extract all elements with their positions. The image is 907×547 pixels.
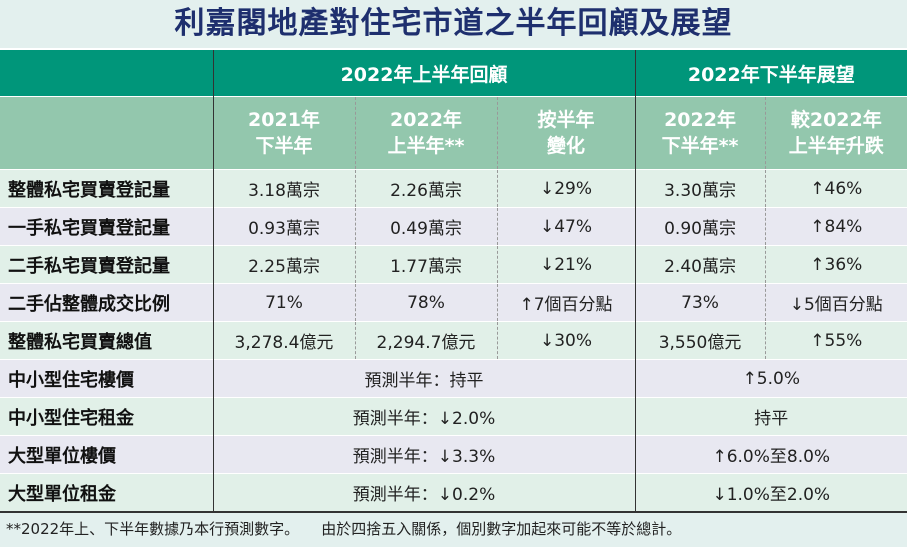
review-cell: 預測半年：↓2.0% bbox=[212, 397, 636, 436]
table-cell: ↑7個百分點 bbox=[496, 283, 636, 322]
row-label: 二手佔整體成交比例 bbox=[0, 283, 213, 322]
row-label: 整體私宅買賣總值 bbox=[0, 321, 213, 360]
table-cell: 3,278.4億元 bbox=[212, 321, 355, 360]
header-line: 下半年** bbox=[661, 135, 739, 157]
table-row: 二手佔整體成交比例 71% 78% ↑7個百分點 73% ↓5個百分點 bbox=[0, 283, 907, 322]
table-cell: ↓30% bbox=[496, 321, 636, 360]
table-row: 二手私宅買賣登記量 2.25萬宗 1.77萬宗 ↓21% 2.40萬宗 ↑36% bbox=[0, 245, 907, 284]
table-cell: ↓47% bbox=[496, 207, 636, 246]
table-row: 中小型住宅租金 預測半年：↓2.0% 持平 bbox=[0, 397, 907, 436]
header-line: 上半年** bbox=[387, 135, 465, 157]
outlook-cell: 持平 bbox=[634, 397, 907, 436]
table-cell: 73% bbox=[634, 283, 766, 322]
table-cell: ↓5個百分點 bbox=[764, 283, 907, 322]
table-cell: 1.77萬宗 bbox=[354, 245, 497, 284]
outlook-cell: ↑5.0% bbox=[634, 359, 907, 398]
row-label: 大型單位租金 bbox=[0, 473, 213, 513]
footnote-rounding: 由於四捨五入關係，個別數字加起來可能不等於總計。 bbox=[321, 520, 682, 538]
table-cell: 0.49萬宗 bbox=[354, 207, 497, 246]
table-cell: 2.26萬宗 bbox=[354, 169, 497, 208]
market-review-table: 2022年上半年回顧 2022年下半年展望 2021年下半年 2022年上半年*… bbox=[0, 48, 907, 513]
header-col-2022h2: 2022年下半年** bbox=[634, 96, 766, 170]
header-line: 按半年 bbox=[537, 109, 595, 131]
review-cell: 預測半年：↓3.3% bbox=[212, 435, 636, 474]
review-cell: 預測半年：↓0.2% bbox=[212, 473, 636, 513]
table-cell: ↑55% bbox=[764, 321, 907, 360]
header-col-2022h1: 2022年上半年** bbox=[354, 96, 497, 170]
header-line: 變化 bbox=[547, 135, 586, 157]
header-line: 2022年 bbox=[664, 109, 736, 131]
header-line: 上半年升跌 bbox=[788, 135, 884, 157]
header-row-groups: 2022年上半年回顧 2022年下半年展望 bbox=[0, 48, 907, 97]
header-review-group: 2022年上半年回顧 bbox=[212, 48, 636, 97]
header-col-vs-h1: 較2022年 上半年升跌 bbox=[764, 96, 907, 170]
header-line: 下半年 bbox=[255, 135, 313, 157]
header-empty bbox=[0, 96, 213, 170]
table-row: 中小型住宅樓價 預測半年：持平 ↑5.0% bbox=[0, 359, 907, 398]
table-cell: 2.25萬宗 bbox=[212, 245, 355, 284]
header-line: 2021年 bbox=[248, 109, 320, 131]
table-cell: 71% bbox=[212, 283, 355, 322]
table-row: 大型單位樓價 預測半年：↓3.3% ↑6.0%至8.0% bbox=[0, 435, 907, 474]
footnote-forecast: **2022年上、下半年數據乃本行預測數字。 bbox=[6, 520, 300, 538]
header-col-change: 按半年 變化 bbox=[496, 96, 636, 170]
row-label: 一手私宅買賣登記量 bbox=[0, 207, 213, 246]
header-empty bbox=[0, 48, 213, 97]
footnote: **2022年上、下半年數據乃本行預測數字。 由於四捨五入關係，個別數字加起來可能… bbox=[0, 513, 907, 547]
table-cell: ↑84% bbox=[764, 207, 907, 246]
table-cell: ↑46% bbox=[764, 169, 907, 208]
table-row: 整體私宅買賣總值 3,278.4億元 2,294.7億元 ↓30% 3,550億元 ↑55… bbox=[0, 321, 907, 360]
header-line: 2022年 bbox=[390, 109, 462, 131]
outlook-cell: ↑6.0%至8.0% bbox=[634, 435, 907, 474]
table-cell: 3.30萬宗 bbox=[634, 169, 766, 208]
header-outlook-group: 2022年下半年展望 bbox=[634, 48, 907, 97]
header-row-columns: 2021年下半年 2022年上半年** 按半年變化 2022年下半年** 較20… bbox=[0, 96, 907, 170]
table-cell: 0.90萬宗 bbox=[634, 207, 766, 246]
table-cell: ↓21% bbox=[496, 245, 636, 284]
table-row: 整體私宅買賣登記量 3.18萬宗 2.26萬宗 ↓29% 3.30萬宗 ↑46% bbox=[0, 169, 907, 208]
page-title: 利嘉閣地產對住宅市道之半年回顧及展望 bbox=[174, 6, 733, 41]
table-cell: 78% bbox=[354, 283, 497, 322]
table-cell: ↓29% bbox=[496, 169, 636, 208]
review-cell: 預測半年：持平 bbox=[212, 359, 636, 398]
row-label: 整體私宅買賣登記量 bbox=[0, 169, 213, 208]
table-cell: 0.93萬宗 bbox=[212, 207, 355, 246]
header-col-2021h2: 2021年下半年 bbox=[212, 96, 355, 170]
row-label: 中小型住宅樓價 bbox=[0, 359, 213, 398]
table-cell: 2,294.7億元 bbox=[354, 321, 497, 360]
table-row: 一手私宅買賣登記量 0.93萬宗 0.49萬宗 ↓47% 0.90萬宗 ↑84% bbox=[0, 207, 907, 246]
row-label: 二手私宅買賣登記量 bbox=[0, 245, 213, 284]
table-cell: 3,550億元 bbox=[634, 321, 766, 360]
outlook-cell: ↓1.0%至2.0% bbox=[634, 473, 907, 513]
row-label: 中小型住宅租金 bbox=[0, 397, 213, 436]
row-label: 大型單位樓價 bbox=[0, 435, 213, 474]
table-cell: 2.40萬宗 bbox=[634, 245, 766, 284]
table-row: 大型單位租金 預測半年：↓0.2% ↓1.0%至2.0% bbox=[0, 473, 907, 513]
header-line: 較2022年 bbox=[790, 109, 882, 131]
table-cell: 3.18萬宗 bbox=[212, 169, 355, 208]
table-cell: ↑36% bbox=[764, 245, 907, 284]
